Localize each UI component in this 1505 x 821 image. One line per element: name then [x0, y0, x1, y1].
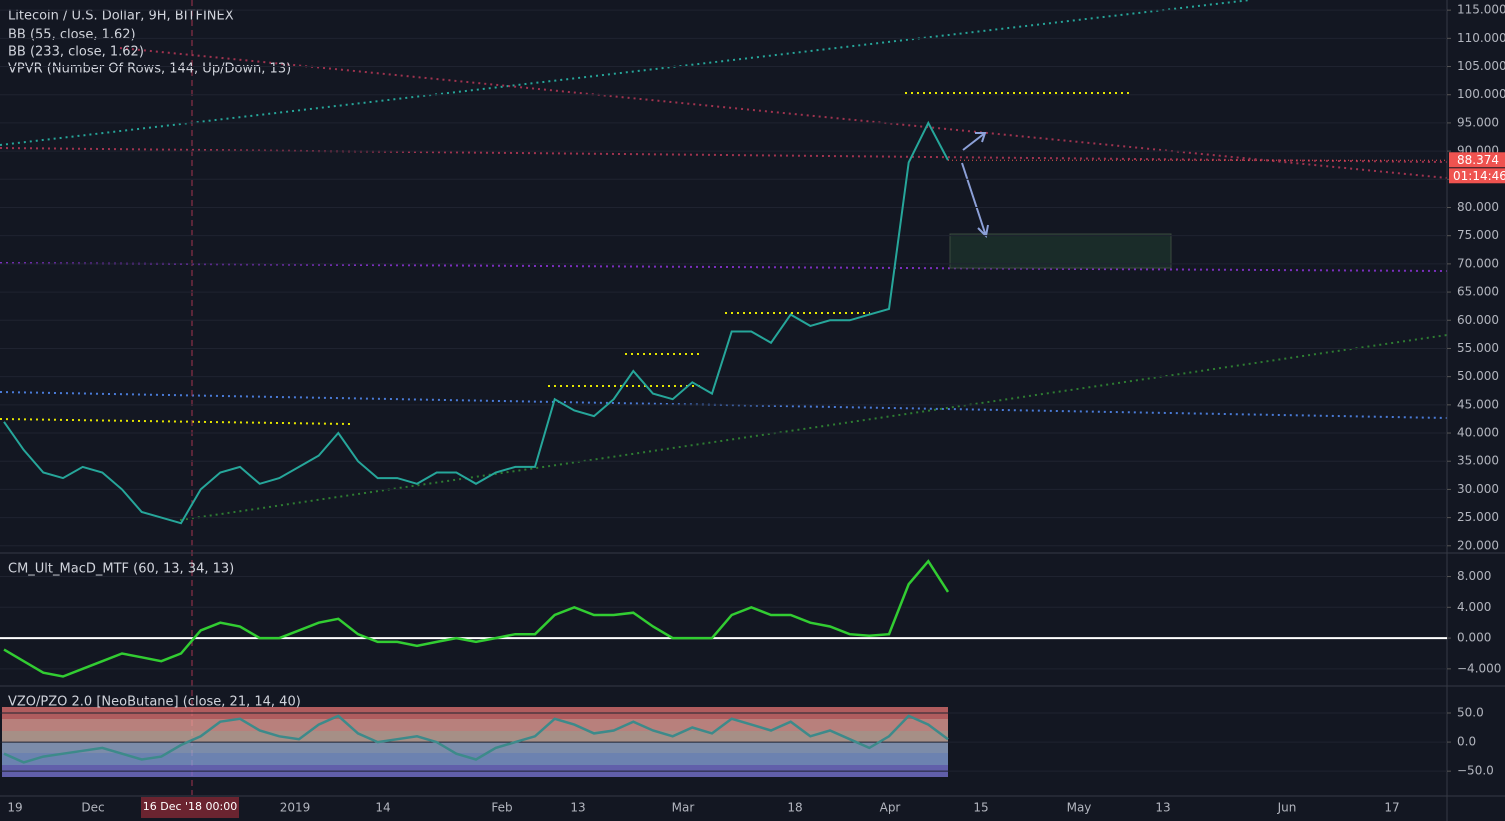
x-tick-label: Mar: [672, 801, 695, 815]
y-tick-label: 30.000: [1457, 482, 1499, 496]
x-tick-label: May: [1067, 801, 1092, 815]
y-tick-label: 4.000: [1457, 600, 1491, 614]
y-tick-label: 55.000: [1457, 341, 1499, 355]
series-line: [3, 714, 949, 764]
indicator-label: CM_Ult_MacD_MTF (60, 13, 34, 13): [8, 562, 234, 577]
trendline: [0, 391, 1448, 419]
y-tick-label: 0.0: [1457, 735, 1476, 749]
x-tick-label: Apr: [880, 801, 901, 815]
y-tick-label: 65.000: [1457, 285, 1499, 299]
target-zone: [949, 233, 1172, 269]
x-tick-label: 14: [375, 801, 390, 815]
x-tick-label: 19: [7, 801, 22, 815]
band: [2, 719, 948, 731]
y-tick-label: 75.000: [1457, 228, 1499, 242]
crosshair-label: 16 Dec '18 00:00: [143, 800, 238, 813]
y-tick-label: −50.0: [1457, 764, 1494, 778]
trendline: [119, 47, 1448, 179]
y-tick-label: 105.000: [1457, 59, 1505, 73]
x-tick-label: Jun: [1277, 801, 1297, 815]
countdown-label: 01:14:46: [1453, 169, 1505, 183]
level: [0, 418, 351, 425]
price-tag: [1449, 152, 1505, 168]
y-tick-label: 50.000: [1457, 369, 1499, 383]
x-tick-label: Feb: [491, 801, 512, 815]
x-tick-label: 18: [787, 801, 802, 815]
x-tick-label: Dec: [81, 801, 104, 815]
arrow: [962, 132, 987, 151]
band: [2, 731, 948, 742]
y-tick-label: 110.000: [1457, 31, 1505, 45]
y-tick-label: 40.000: [1457, 426, 1499, 440]
x-tick-label: 13: [1155, 801, 1170, 815]
x-tick-label: 17: [1384, 801, 1399, 815]
indicator-label: BB (233, close, 1.62): [8, 45, 144, 60]
y-tick-label: 80.000: [1457, 200, 1499, 214]
y-tick-label: 60.000: [1457, 313, 1499, 327]
y-tick-label: 95.000: [1457, 115, 1499, 129]
y-tick-label: 45.000: [1457, 397, 1499, 411]
x-tick-label: 13: [570, 801, 585, 815]
y-tick-label: 115.000: [1457, 3, 1505, 17]
y-tick-label: 35.000: [1457, 454, 1499, 468]
y-tick-label: 100.000: [1457, 87, 1505, 101]
x-tick-label: 15: [973, 801, 988, 815]
trendline: [0, 147, 1448, 163]
x-tick-label: 2019: [280, 801, 311, 815]
y-tick-label: 70.000: [1457, 256, 1499, 270]
y-tick-label: 20.000: [1457, 538, 1499, 552]
y-tick-label: −4.000: [1457, 661, 1501, 675]
series-line: [3, 120, 949, 525]
countdown-tag: [1449, 168, 1505, 184]
y-tick-label: 0.000: [1457, 631, 1491, 645]
y-tick-label: 50.0: [1457, 706, 1484, 720]
series-line: [3, 559, 950, 678]
y-tick-label: 8.000: [1457, 569, 1491, 583]
indicator-label: VPVR (Number Of Rows, 144, Up/Down, 13): [8, 62, 291, 77]
price-tag-label: 88.374: [1457, 153, 1499, 167]
crosshair-tag: [141, 797, 239, 818]
indicator-label: VZO/PZO 2.0 [NeoButane] (close, 21, 14, …: [8, 695, 301, 710]
chart-title: Litecoin / U.S. Dollar, 9H, BITFINEX: [8, 9, 234, 24]
indicator-label: BB (55, close, 1.62): [8, 28, 136, 43]
y-tick-label: 25.000: [1457, 510, 1499, 524]
band: [2, 742, 948, 753]
